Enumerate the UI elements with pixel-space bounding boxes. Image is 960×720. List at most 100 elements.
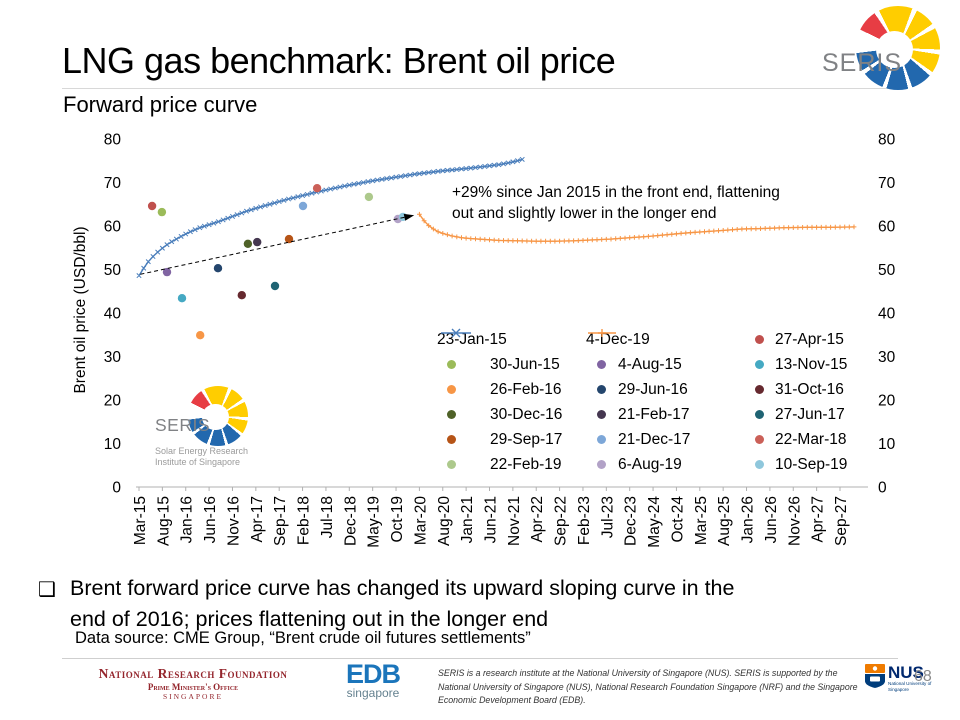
scatter-point-30-Dec-16 [243,239,253,248]
seris-inchart-pinwheel-icon [188,386,248,446]
legend-line-plus-marker [588,329,616,337]
footer-disclaimer: SERIS is a research institute at the Nat… [438,668,858,706]
scatter-point-29-Jun-16 [213,264,223,273]
x-tick-label: Jan-16 [179,496,196,543]
x-tick-label: Dec-18 [342,496,359,546]
legend-dot-marker [447,385,456,394]
legend-item: 31-Oct-16 [744,377,847,402]
title-divider [62,88,898,89]
legend-item: 10-Sep-19 [744,452,847,477]
y-tick-label: 50 [878,262,896,279]
x-tick-label: Aug-25 [716,496,733,546]
x-tick-label: Jan-21 [459,496,476,543]
legend-dot-marker [447,460,456,469]
x-tick-label: Jun-21 [482,496,499,543]
legend-dot-marker [755,335,764,344]
scatter-point-26-Feb-16 [196,331,205,340]
y-tick-label: 10 [104,436,122,453]
x-tick-label: Sep-27 [833,496,850,546]
bullet-icon: ❑ [38,579,56,601]
y-tick-label: 10 [878,436,896,453]
scatter-point-13-Nov-15 [177,294,187,303]
x-tick-label: Jul-18 [319,496,336,538]
legend-label: 22-Mar-18 [775,430,847,448]
bullet-text: Brent forward price curve has changed it… [70,573,734,634]
scatter-point-27-Jun-17 [270,281,280,291]
legend-label: 10-Sep-19 [775,455,848,473]
x-tick-label: May-24 [646,496,663,548]
legend-item: 4-Aug-15 [586,352,690,377]
y-tick-label: 0 [112,480,121,497]
nus-logo-text: NUS National University of Singapore [888,663,932,692]
legend-label: 27-Apr-15 [775,330,844,348]
y-tick-label: 60 [878,219,896,236]
data-source: Data source: CME Group, “Brent crude oil… [75,629,531,647]
y-tick-label: 60 [104,219,122,236]
nrf-logo-line3: Singapore [162,692,224,701]
x-tick-label: Jul-23 [599,496,616,538]
legend-column-1: 23-Jan-15 30-Jun-15 26-Feb-16 30-Dec-16 29-S… [437,327,562,477]
legend-item: 13-Nov-15 [744,352,847,377]
seris-pinwheel-icon [856,6,940,90]
y-axis-title: Brent oil price (USD/bbl) [72,226,89,393]
x-tick-label: Jun-26 [763,496,780,543]
seris-inchart-logo-text: SERIS [155,415,211,435]
nrf-logo-line2: Prime Minister's Office [147,682,239,692]
legend-line-x-marker [441,328,471,338]
legend-label: 27-Jun-17 [775,405,845,423]
bullet-line2: end of 2016; prices flattening out in th… [70,606,549,631]
y-tick-label: 30 [104,349,122,366]
legend-label: 13-Nov-15 [775,355,848,373]
chart-canvas: Mar-15 Aug-15 Jan-16 Jun-16 Nov-16 Apr-17 Sep-… [72,132,896,548]
footer-divider [62,658,898,659]
seris-inchart-sub2: Institute of Singapore [155,457,241,467]
annotation-line2: out and slightly lower in the longer end [452,204,717,222]
legend-item: 30-Jun-15 [437,352,562,377]
legend-item: 27-Apr-15 [744,327,847,352]
x-tick-label: Nov-16 [225,496,242,546]
legend-dot-marker [597,360,606,369]
legend-label: 4-Aug-15 [618,355,682,373]
legend-item: 6-Aug-19 [586,452,690,477]
legend-column-3: 27-Apr-15 13-Nov-15 31-Oct-16 27-Jun-17 22-M… [744,327,847,477]
chart-legend: 23-Jan-15 30-Jun-15 26-Feb-16 30-Dec-16 29-S… [0,327,960,485]
legend-item: 26-Feb-16 [437,377,562,402]
x-tick-label: Jun-16 [202,496,219,543]
legend-item: 27-Jun-17 [744,402,847,427]
y-tick-label: 70 [878,175,896,192]
y-tick-label: 80 [104,132,122,149]
y-tick-label: 70 [104,175,122,192]
x-tick-label: Apr-22 [529,496,546,543]
legend-dot-marker [597,435,606,444]
scatter-point-27-Apr-15 [147,201,157,211]
bullet-line1: Brent forward price curve has changed it… [70,576,735,600]
y-tick-label: 20 [104,393,122,410]
legend-item: 22-Feb-19 [437,452,562,477]
legend-column-2: 4-Dec-19 4-Aug-15 29-Jun-16 21-Feb-17 21-Dec… [586,327,690,477]
x-tick-label: Oct-24 [669,496,686,543]
legend-dot-marker [755,385,764,394]
edb-logo-text: EDB [345,659,401,689]
legend-dot-marker [755,435,764,444]
page-title: LNG gas benchmark: Brent oil price [62,40,616,81]
legend-item: 21-Feb-17 [586,402,690,427]
seris-inchart-sub1: Solar Energy Research [155,446,249,456]
legend-label: 21-Dec-17 [618,430,691,448]
legend-label: 31-Oct-16 [775,380,844,398]
legend-label: 30-Dec-16 [490,405,563,423]
legend-label: 26-Feb-16 [490,380,562,398]
series-markers-23-Jan-15 [136,156,525,279]
legend-dot-marker [597,460,606,469]
scatter-point-30-Jun-15 [157,207,167,217]
legend-label: 30-Jun-15 [490,355,560,373]
x-tick-label: Mar-15 [132,496,149,545]
trend-arrow-head [403,213,415,221]
y-tick-label: 40 [104,306,122,323]
nus-logo: NUS National University of Singapore [864,664,932,692]
legend-dot-marker [447,435,456,444]
scatter-point-22-Feb-19 [364,192,374,202]
legend-label: 6-Aug-19 [618,455,682,473]
x-tick-label: Sep-17 [272,496,289,546]
legend-dot-marker [597,385,606,394]
